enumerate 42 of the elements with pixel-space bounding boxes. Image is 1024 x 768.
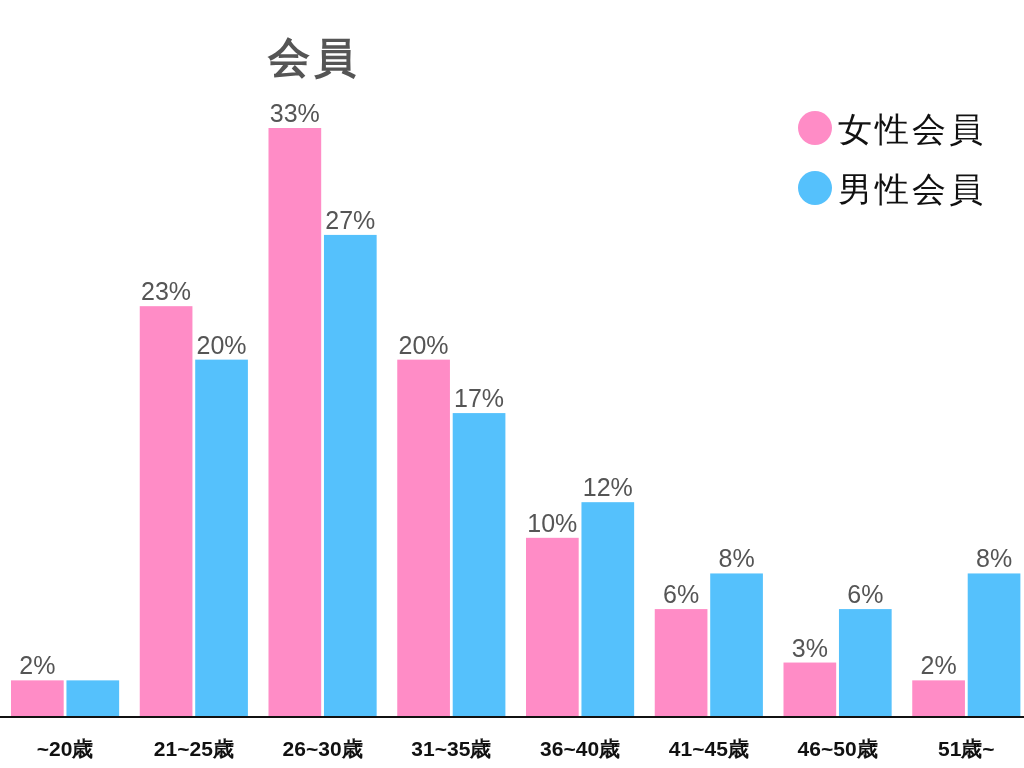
data-label: 20%	[398, 330, 449, 359]
bar	[323, 234, 377, 716]
data-label: 12%	[582, 473, 633, 502]
bar	[195, 359, 248, 716]
bar	[11, 680, 64, 716]
legend-label: 女性会員	[838, 110, 986, 148]
bar	[268, 128, 322, 716]
x-tick-label: 46~50歳	[797, 737, 878, 760]
data-label: 8%	[975, 544, 1013, 573]
x-tick-label: ~20歳	[36, 737, 94, 760]
bar	[783, 662, 837, 716]
bar	[654, 609, 708, 716]
data-label: 2%	[19, 651, 56, 680]
x-tick-label: 31~35歳	[411, 737, 492, 760]
data-label: 17%	[454, 384, 505, 413]
bar	[452, 413, 506, 716]
data-label: 6%	[663, 580, 700, 609]
x-tick-label: 51歳~	[938, 737, 995, 760]
data-label: 6%	[847, 580, 884, 609]
x-tick-label: 36~40歳	[540, 737, 621, 760]
bar	[397, 359, 450, 716]
data-label: 20%	[196, 330, 247, 359]
bar	[967, 573, 1021, 716]
bar	[912, 680, 965, 716]
bar	[66, 680, 120, 716]
bar	[838, 609, 892, 716]
bar	[710, 573, 763, 716]
data-label: 2%	[920, 651, 957, 680]
data-label: 10%	[527, 508, 578, 537]
x-tick-label: 21~25歳	[153, 737, 234, 760]
data-label: 3%	[791, 633, 828, 662]
bar	[139, 306, 193, 716]
x-tick-label: 26~30歳	[282, 737, 363, 760]
x-tick-label: 41~45歳	[668, 737, 749, 760]
legend-label: 男性会員	[838, 170, 986, 208]
data-label: 8%	[718, 544, 755, 573]
data-label: 33%	[269, 99, 320, 127]
bar	[581, 502, 635, 716]
chart-title: 会員	[267, 34, 360, 81]
data-label: 27%	[325, 205, 376, 234]
data-label: 23%	[141, 277, 192, 306]
bar	[526, 537, 579, 716]
